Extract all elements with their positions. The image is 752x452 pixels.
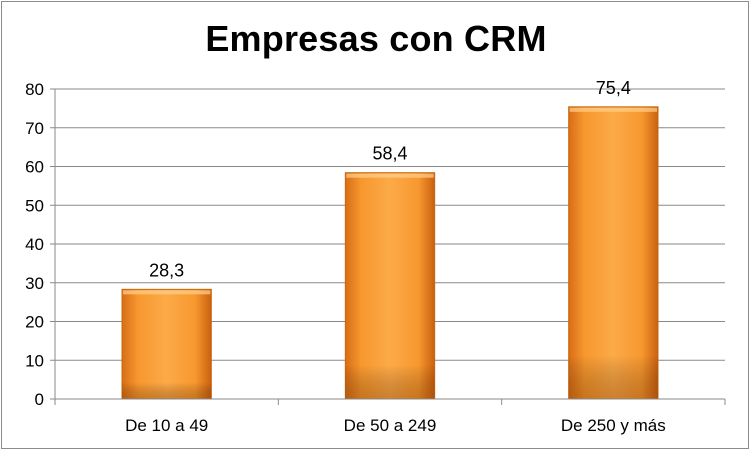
chart-title: Empresas con CRM <box>205 18 547 59</box>
y-tick-label: 20 <box>25 313 44 332</box>
y-tick-label: 70 <box>25 119 44 138</box>
y-tick-label: 30 <box>25 274 44 293</box>
y-tick-label: 0 <box>35 390 44 409</box>
data-label: 28,3 <box>149 260 184 280</box>
y-tick-label: 40 <box>25 235 44 254</box>
bar-top-highlight <box>346 173 434 178</box>
bar-top-highlight <box>123 290 211 295</box>
y-tick-label: 10 <box>25 351 44 370</box>
data-label: 58,4 <box>372 144 407 164</box>
data-label: 75,4 <box>596 78 631 98</box>
x-category-label: De 250 y más <box>561 416 666 435</box>
bar-shading <box>568 106 658 399</box>
x-category-label: De 10 a 49 <box>125 416 208 435</box>
y-tick-label: 60 <box>25 158 44 177</box>
y-tick-label: 80 <box>25 80 44 99</box>
bar-shading <box>345 172 435 399</box>
y-tick-label: 50 <box>25 196 44 215</box>
bar-shading <box>122 289 212 399</box>
bar-top-highlight <box>569 107 657 112</box>
x-category-label: De 50 a 249 <box>344 416 437 435</box>
